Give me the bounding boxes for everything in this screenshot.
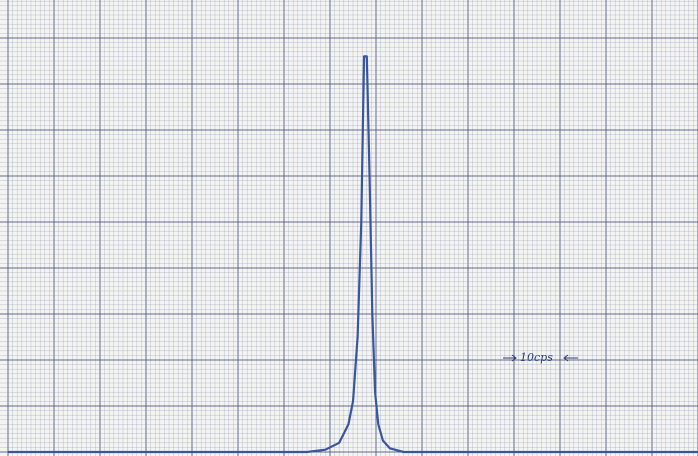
annotation-text: 10cps [520,351,553,364]
chart: 10cps [0,0,698,456]
